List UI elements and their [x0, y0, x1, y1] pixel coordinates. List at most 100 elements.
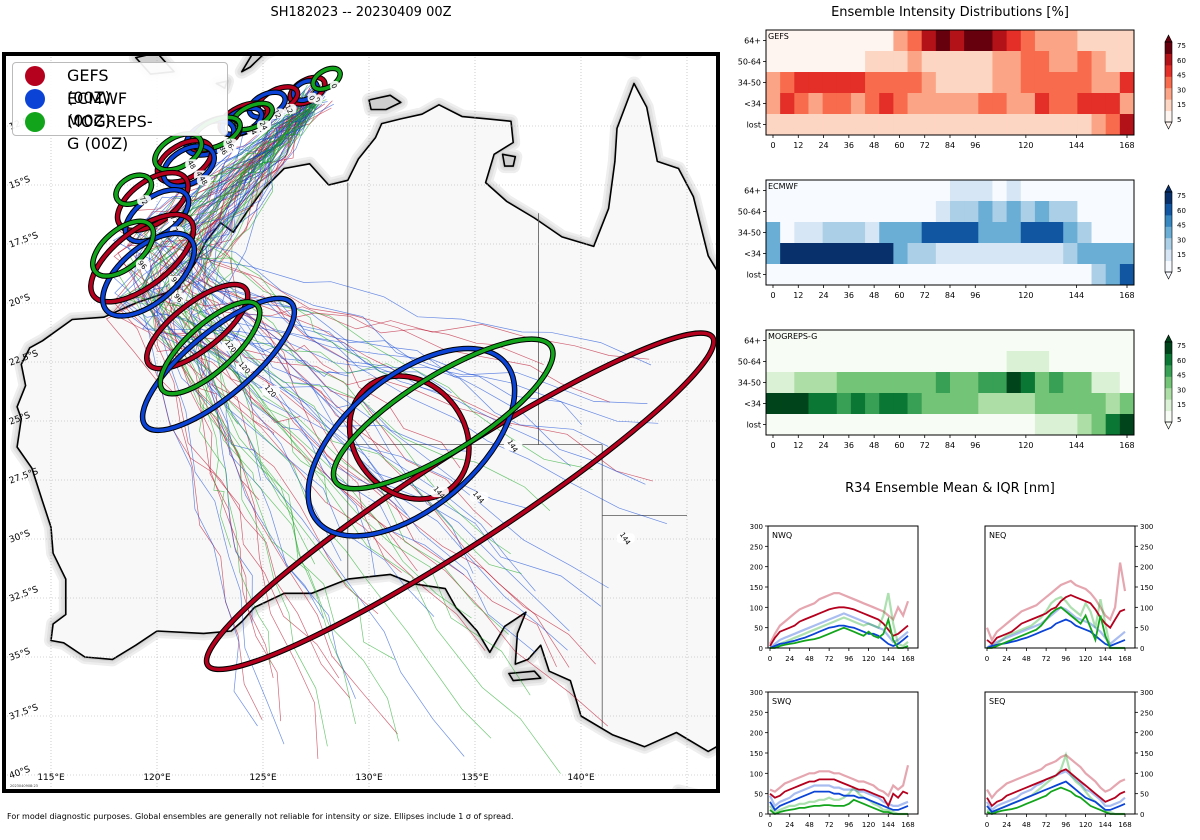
label-bg	[223, 138, 238, 149]
heat-row-label: lost	[747, 421, 761, 430]
heat-cell	[808, 243, 824, 265]
heat-cell	[1077, 372, 1093, 394]
heat-cell	[879, 222, 894, 244]
label-bg	[261, 385, 281, 396]
heat-xtick-label: 168	[1119, 291, 1134, 300]
heat-cell	[992, 30, 1008, 52]
colorbar-segment	[1165, 249, 1172, 262]
heat-cell	[780, 222, 795, 244]
colorbar-tick-label: 30	[1177, 236, 1186, 244]
colorbar-segment	[1165, 387, 1172, 400]
heat-cell	[808, 222, 824, 244]
heat-cell	[1034, 351, 1050, 373]
heat-cell	[992, 264, 1008, 286]
heat-cell	[978, 372, 993, 394]
label-bg	[307, 92, 318, 103]
heat-cell	[766, 30, 781, 52]
heat-cell	[1105, 351, 1121, 373]
colorbar-segment	[1165, 76, 1172, 89]
r34-ytick-label: 0	[759, 811, 763, 819]
heat-cell	[935, 180, 951, 202]
heat-cell	[836, 222, 852, 244]
ellipse-label-96: 96	[135, 259, 150, 272]
heat-cell	[879, 93, 894, 115]
heat-cell	[822, 393, 838, 415]
ellipse-label-12: 12	[282, 104, 297, 115]
lon-tick-label: 140°E	[567, 773, 595, 783]
heat-cell	[978, 222, 993, 244]
heat-xtick-label: 36	[844, 141, 854, 150]
heat-cell	[780, 351, 795, 373]
heat-cell	[822, 72, 838, 94]
heat-cell	[822, 51, 838, 73]
heat-cell	[822, 114, 838, 136]
heat-row-label: lost	[747, 121, 761, 130]
heat-cell	[893, 351, 909, 373]
heat-cell	[1006, 351, 1022, 373]
heat-cell	[921, 114, 937, 136]
colorbar-arrow-bottom	[1164, 271, 1173, 280]
colorbar-tick-label: 15	[1177, 101, 1186, 109]
heat-cell	[935, 222, 951, 244]
ellipse-label-0: 0	[329, 80, 340, 91]
heat-cell	[1006, 243, 1022, 265]
heat-cell	[893, 201, 909, 223]
member-track-ecmwf	[133, 96, 317, 727]
heat-cell	[794, 372, 809, 394]
heat-cell	[921, 393, 937, 415]
r34-ytick-label: 300	[750, 523, 763, 531]
legend-label-gefs: GEFS (00Z)	[67, 66, 111, 107]
heat-xtick-label: 96	[970, 141, 980, 150]
colorbar-tick-label: 5	[1177, 266, 1181, 274]
heat-cell	[1006, 201, 1022, 223]
heat-xtick-label: 60	[894, 291, 904, 300]
heat-cell	[907, 72, 923, 94]
heat-cell	[1049, 393, 1064, 415]
heat-cell	[780, 51, 795, 73]
heat-cell	[907, 51, 923, 73]
heat-cell	[1063, 72, 1078, 94]
colorbar-arrow-bottom	[1164, 421, 1173, 430]
r34-xtick-label: 72	[1042, 821, 1051, 829]
colorbar-tick-label: 75	[1177, 192, 1186, 200]
r34-ytick-label: 0	[759, 645, 763, 653]
heat-cell	[950, 414, 965, 436]
label-text: 24	[258, 120, 269, 132]
r34-ytick-label: 100	[1140, 604, 1153, 612]
heat-cell	[893, 264, 909, 286]
heat-xtick-label: 144	[1069, 441, 1084, 450]
heat-cell	[836, 351, 852, 373]
heat-cell	[1105, 93, 1121, 115]
colorbar-tick-label: 30	[1177, 86, 1186, 94]
heat-cell	[921, 264, 937, 286]
r34-xtick-label: 24	[785, 821, 794, 829]
colorbar-tick-label: 15	[1177, 251, 1186, 259]
heat-cell	[850, 264, 866, 286]
colorbar-segment	[1165, 203, 1172, 216]
r34-xtick-label: 48	[1022, 655, 1031, 663]
heat-cell	[950, 264, 965, 286]
heat-cell	[808, 72, 824, 94]
colorbar-tick-label: 15	[1177, 401, 1186, 409]
legend-marker-mogreps	[25, 112, 45, 132]
heat-cell	[808, 93, 824, 115]
heat-cell	[1119, 351, 1135, 373]
heat-cell	[1077, 264, 1093, 286]
heat-cell	[1006, 264, 1022, 286]
heat-cell	[1077, 51, 1093, 73]
heat-cell	[794, 201, 809, 223]
heat-cell	[865, 180, 880, 202]
heat-cell	[1034, 222, 1050, 244]
heat-cell	[1119, 30, 1135, 52]
heat-cell	[780, 330, 795, 352]
heat-cell	[964, 93, 979, 115]
heat-cell	[1020, 201, 1036, 223]
member-track-mogreps-g	[179, 102, 328, 747]
heat-row-label: <34	[744, 400, 761, 409]
heat-cell	[950, 243, 965, 265]
heat-cell	[1006, 30, 1022, 52]
heat-cell	[1091, 201, 1107, 223]
heat-cell	[879, 330, 894, 352]
colorbar-segment	[1165, 237, 1172, 250]
ellipse-label-36: 36	[223, 138, 238, 150]
